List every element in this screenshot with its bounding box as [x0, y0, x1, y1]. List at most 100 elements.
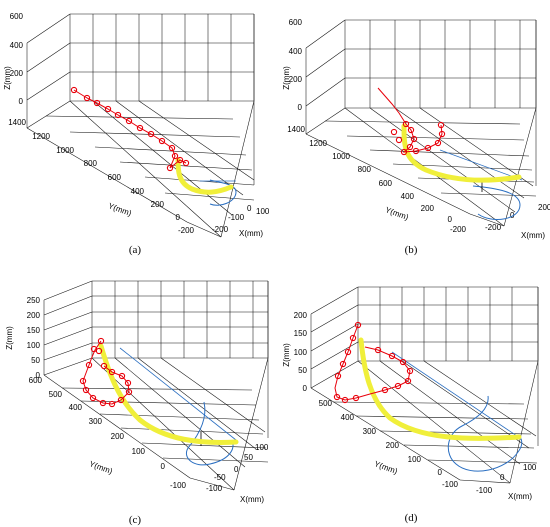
panel-a-grid — [26, 13, 255, 238]
panel-a-ytick: 600 — [108, 173, 122, 182]
panel-a-projection-curve — [209, 179, 237, 206]
panel-b-tool-path — [401, 123, 522, 183]
panel-b-xtick: 0 — [510, 211, 515, 220]
panel-d-projection-curve — [447, 395, 523, 472]
panel-a-xlabel: X(mm) — [239, 229, 263, 238]
panel-c-caption: (c) — [129, 514, 142, 526]
panel-c-grid — [43, 280, 269, 491]
panel-d-ytick: 300 — [363, 427, 377, 436]
panel-b-zlabel: Z(mm) — [282, 66, 291, 90]
panel-a-ytick: -200 — [178, 226, 195, 235]
panel-a-xtick: -100 — [228, 213, 245, 222]
panel-c-robot-link — [82, 340, 130, 405]
panel-c-ztick: 50 — [31, 356, 40, 365]
panel-a-ytick: 800 — [84, 159, 98, 168]
panel-c-ztick: 100 — [27, 341, 41, 350]
panel-a-ylabel: Y(mm) — [107, 201, 133, 218]
panel-c-ytick: 400 — [69, 403, 83, 412]
panel-d-xtick: 0 — [500, 473, 505, 482]
panel-d-ytick: 100 — [408, 455, 422, 464]
panel-c-xtick: 50 — [244, 453, 253, 462]
panel-a-ztick: 0 — [19, 97, 24, 106]
panel-c-xlabel: X(mm) — [240, 495, 264, 504]
panel-a-ztick: 200 — [10, 69, 24, 78]
panel-d: 200 150 100 50 0 Z(mm) 500 400 300 200 1… — [282, 286, 539, 524]
panel-b-projection-curve — [472, 185, 521, 221]
panel-b-ytick: 0 — [448, 215, 453, 224]
panel-d-ztick: 100 — [294, 348, 308, 357]
panel-d-ytick: 0 — [438, 468, 443, 477]
panel-a-tool-path — [175, 157, 234, 195]
panel-c-ytick: 0 — [161, 462, 166, 471]
panel-b-ylabel: Y(mm) — [384, 205, 410, 222]
panel-c-ytick: 500 — [49, 390, 63, 399]
panel-d-ztick: 50 — [298, 366, 307, 375]
panel-d-xtick: -100 — [476, 486, 493, 495]
panel-c-ytick: 100 — [132, 447, 146, 456]
panel-a-ytick: 1400 — [8, 118, 26, 127]
panel-a-caption: (a) — [129, 244, 142, 256]
panel-b-caption: (b) — [405, 244, 418, 256]
panel-b-ytick: -200 — [450, 225, 467, 234]
panel-a-ytick: 400 — [131, 187, 145, 196]
panel-b-robot-joints — [390, 120, 446, 156]
panel-b: 600 400 200 0 Z(mm) 1400 1200 1000 800 6… — [282, 18, 550, 256]
panel-b-ytick: 1200 — [309, 139, 327, 148]
panel-a-ytick: 0 — [176, 213, 181, 222]
panel-a: 600 400 200 0 Z(mm) 1400 1200 1000 800 6… — [3, 12, 270, 256]
panel-d-ylabel: Y(mm) — [373, 459, 399, 476]
panel-b-grid — [305, 19, 537, 227]
panel-c-ztick: 250 — [27, 296, 41, 305]
panel-c-ytick: 200 — [111, 432, 125, 441]
panel-d-projection-line — [391, 351, 521, 439]
panel-b-ztick: 600 — [289, 18, 303, 27]
panel-c-ylabel: Y(mm) — [88, 459, 114, 476]
panel-a-xtick: -200 — [212, 225, 229, 234]
panel-d-ytick: 500 — [319, 399, 333, 408]
panel-a-zlabel: Z(mm) — [3, 66, 12, 90]
panel-c-xtick: 100 — [255, 443, 269, 452]
panel-d-xtick: 100 — [523, 463, 537, 472]
panel-b-ytick: 600 — [379, 179, 393, 188]
panel-d-grid — [310, 286, 539, 484]
panel-c-zlabel: Z(mm) — [5, 326, 14, 350]
panel-a-ytick: 1000 — [56, 146, 74, 155]
panel-c: 250 200 150 100 50 0 Z(mm) 600 500 400 3… — [5, 280, 269, 526]
panel-b-ytick: 1000 — [332, 152, 350, 161]
panel-b-xlabel: X(mm) — [521, 231, 545, 240]
panel-d-ytick: 200 — [386, 441, 400, 450]
panel-a-ytick: 200 — [151, 200, 165, 209]
panel-b-ytick: 1400 — [287, 125, 305, 134]
panel-b-ytick: 400 — [401, 192, 415, 201]
panel-c-robot-joints — [79, 337, 133, 408]
panel-c-ytick: 300 — [89, 417, 103, 426]
panel-d-ytick: -100 — [442, 480, 459, 489]
panel-b-xtick: 200 — [538, 203, 550, 212]
panel-b-ztick: 0 — [298, 103, 303, 112]
panel-a-xtick: 100 — [256, 207, 270, 216]
panel-c-projection-curve — [186, 401, 234, 466]
panel-d-ztick: 200 — [294, 311, 308, 320]
panel-d-ztick: 0 — [303, 384, 308, 393]
panel-c-projection-line — [119, 347, 237, 441]
panel-a-ytick: 1200 — [32, 132, 50, 141]
panel-b-robot-link — [377, 87, 443, 153]
panel-c-xtick: -50 — [214, 473, 226, 482]
panel-d-ytick: 400 — [341, 413, 355, 422]
panel-c-ytick: 600 — [29, 376, 43, 385]
panel-c-ytick: -100 — [170, 481, 187, 490]
panel-b-ytick: 200 — [421, 204, 435, 213]
panel-d-xlabel: X(mm) — [508, 492, 532, 501]
panel-b-projection-line — [439, 149, 523, 181]
panel-a-ztick: 400 — [10, 41, 24, 50]
panel-c-ztick: 200 — [27, 311, 41, 320]
panel-b-ztick: 400 — [289, 47, 303, 56]
panel-b-xtick: -200 — [485, 223, 502, 232]
panel-d-ztick: 150 — [294, 329, 308, 338]
panel-a-ztick: 600 — [10, 12, 24, 21]
panel-a-xtick: 0 — [247, 204, 252, 213]
panel-c-xtick: 0 — [234, 465, 239, 474]
panel-c-ztick: 0 — [36, 371, 41, 380]
